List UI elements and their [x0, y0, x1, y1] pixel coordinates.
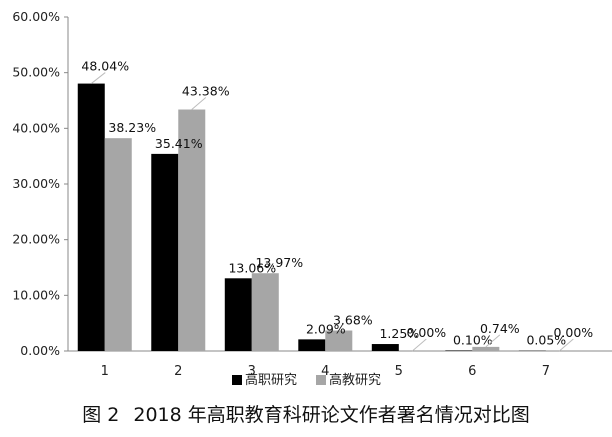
x-tick-label: 2: [174, 364, 182, 379]
data-label-higher-ed-1: 38.23%: [108, 120, 156, 135]
data-label-vocational-7: 0.05%: [526, 333, 566, 348]
data-label-higher-ed-6: 0.74%: [480, 321, 520, 336]
y-tick-label: 50.00%: [12, 65, 60, 80]
bar-vocational-3: [224, 278, 252, 351]
y-tick-label: 10.00%: [12, 287, 60, 302]
bar-vocational-2: [151, 153, 179, 351]
data-label-higher-ed-4: 3.68%: [333, 313, 373, 328]
x-tick-label: 1: [101, 364, 109, 379]
data-label-higher-ed-5-leader: [411, 338, 427, 352]
legend-label-higher-ed: 高教研究: [329, 372, 381, 388]
x-tick-label: 5: [395, 364, 403, 379]
y-tick-label: 0.00%: [20, 343, 60, 358]
bar-higher-ed-1: [104, 138, 132, 351]
y-tick-label: 40.00%: [12, 120, 60, 135]
bar-higher-ed-4: [325, 330, 353, 351]
y-tick-label: 20.00%: [12, 232, 60, 247]
data-label-higher-ed-3: 13.97%: [255, 255, 303, 270]
bar-vocational-5: [371, 344, 399, 351]
y-tick-label: 30.00%: [12, 176, 60, 191]
bar-vocational-4: [298, 339, 326, 351]
data-label-vocational-1: 48.04%: [81, 59, 129, 74]
data-label-higher-ed-2-leader: [191, 97, 207, 110]
x-tick-label: 3: [248, 364, 256, 379]
data-label-vocational-1-leader: [90, 72, 106, 84]
legend-swatch-higher-ed: [316, 375, 326, 385]
bar-vocational-6: [445, 350, 473, 351]
data-label-vocational-2: 35.41%: [155, 136, 203, 151]
data-label-higher-ed-5: 0.00%: [406, 325, 446, 340]
data-label-higher-ed-6-leader: [485, 334, 501, 348]
figure-caption: 图 2 2018 年高职教育科研论文作者署名情况对比图: [0, 400, 612, 427]
y-tick-label: 60.00%: [12, 9, 60, 24]
bar-higher-ed-3: [251, 273, 279, 351]
bar-higher-ed-2: [178, 109, 206, 351]
x-tick-label: 4: [321, 364, 329, 379]
data-label-higher-ed-7-leader: [559, 338, 574, 352]
caption-text: 2018 年高职教育科研论文作者署名情况对比图: [133, 404, 530, 426]
x-tick-label: 6: [468, 364, 476, 379]
data-label-vocational-4: 2.09%: [306, 321, 346, 336]
bar-higher-ed-6: [472, 346, 500, 351]
data-label-vocational-5: 1.25%: [379, 326, 419, 341]
bar-vocational-1: [77, 83, 105, 351]
x-tick-label: 7: [542, 364, 550, 379]
caption-label: 图 2: [82, 404, 120, 426]
bar-chart: 0.00%10.00%20.00%30.00%40.00%50.00%60.00…: [12, 9, 612, 388]
legend-swatch-vocational: [232, 375, 242, 385]
data-label-vocational-6: 0.10%: [453, 332, 493, 347]
data-label-higher-ed-2: 43.38%: [182, 84, 230, 99]
data-label-higher-ed-7: 0.00%: [553, 325, 593, 340]
legend-label-vocational: 高职研究: [245, 372, 297, 388]
data-label-vocational-3: 13.06%: [228, 260, 276, 275]
